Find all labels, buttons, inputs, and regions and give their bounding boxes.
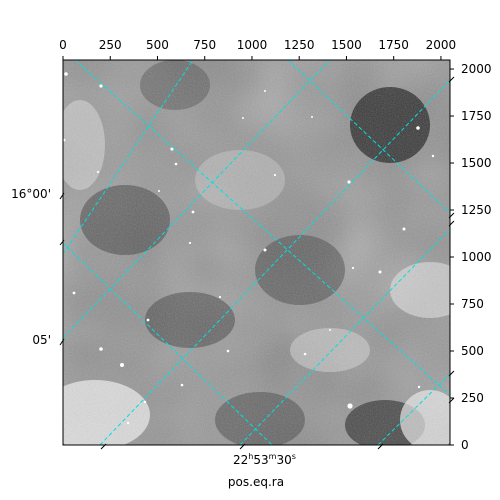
dec-tick-mark <box>59 338 65 346</box>
ra-tick-label: 22h53m30s <box>233 452 296 467</box>
grid-line <box>63 242 273 445</box>
dec-tick-label-0: 16°00' <box>11 187 51 201</box>
stars <box>63 72 435 425</box>
star <box>99 84 103 88</box>
x-tick-label: 500 <box>146 38 169 52</box>
star <box>329 329 331 331</box>
x-tick-label: 1750 <box>378 38 409 52</box>
star <box>126 421 130 425</box>
y-tick-label: 1500 <box>461 156 492 170</box>
coordinate-grid <box>63 60 450 445</box>
grid-line <box>239 228 450 445</box>
right-pixel-axis: 0 250 500 750 1000 1250 1500 1750 2000 <box>450 62 492 452</box>
grid-line <box>99 79 450 445</box>
x-tick-label: 0 <box>59 38 67 52</box>
star <box>174 162 178 166</box>
star <box>311 116 313 118</box>
star <box>63 138 66 142</box>
x-tick-label: 1000 <box>237 38 268 52</box>
star <box>402 227 406 231</box>
plot-frame <box>62 59 451 446</box>
world-axis-ticks <box>59 76 455 450</box>
star <box>143 400 147 404</box>
star <box>188 241 192 245</box>
y-tick-label: 2000 <box>461 62 492 76</box>
right-world-tick-mark <box>448 76 455 83</box>
y-tick-label: 1750 <box>461 109 492 123</box>
star <box>417 385 421 389</box>
dec-tick-mark <box>59 192 65 200</box>
x-tick-label: 750 <box>193 38 216 52</box>
star <box>347 403 353 409</box>
x-tick-label: 1250 <box>284 38 315 52</box>
ra-tick-mark <box>239 443 246 450</box>
sky-image <box>63 60 450 445</box>
grid-line <box>74 60 450 396</box>
star <box>64 72 68 76</box>
grid-line <box>377 373 450 445</box>
right-world-tick-mark <box>448 397 455 404</box>
ra-tick-mark <box>377 443 384 450</box>
x-axis-title: pos.eq.ra <box>228 475 284 489</box>
top-pixel-axis: 0 250 500 750 1000 1250 1500 1750 2000 <box>59 38 456 60</box>
x-tick-label: 2000 <box>426 38 457 52</box>
x-tick-label: 1500 <box>331 38 362 52</box>
right-world-tick-mark <box>448 212 455 219</box>
star <box>378 270 382 274</box>
star <box>351 266 355 270</box>
star <box>226 349 230 353</box>
star <box>191 210 195 214</box>
star <box>431 154 435 158</box>
star <box>72 291 76 295</box>
star <box>264 90 266 92</box>
star <box>263 248 267 252</box>
y-tick-label: 1250 <box>461 203 492 217</box>
star <box>180 383 184 387</box>
dec-tick-label-1: 05' <box>32 333 51 347</box>
right-world-tick-mark <box>448 220 455 227</box>
y-tick-label: 500 <box>461 344 484 358</box>
star <box>158 190 160 192</box>
star <box>96 170 100 174</box>
star <box>120 363 124 367</box>
star <box>347 180 351 184</box>
ra-seconds: 30 <box>276 453 291 467</box>
y-tick-label: 750 <box>461 297 484 311</box>
right-world-tick-mark <box>448 370 455 377</box>
star <box>146 318 150 322</box>
star <box>170 147 174 151</box>
star <box>218 295 222 299</box>
grid-line <box>287 60 450 214</box>
y-tick-label: 1000 <box>461 250 492 264</box>
star <box>416 126 420 130</box>
y-tick-label: 0 <box>461 438 469 452</box>
ra-hours: 22 <box>233 453 248 467</box>
y-tick-label: 250 <box>461 391 484 405</box>
star <box>273 173 277 177</box>
noise-overlay <box>63 60 450 445</box>
ra-minutes: 53 <box>253 453 268 467</box>
star <box>242 117 244 119</box>
ra-tick-mark <box>100 443 107 450</box>
grid-line <box>63 60 331 339</box>
dec-tick-mark <box>59 239 65 246</box>
star <box>303 352 307 356</box>
x-tick-label: 250 <box>99 38 122 52</box>
star <box>99 347 103 351</box>
